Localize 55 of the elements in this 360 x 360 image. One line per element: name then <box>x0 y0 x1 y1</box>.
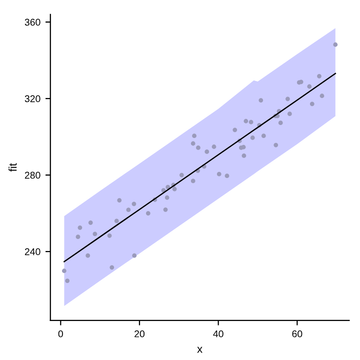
y-axis-title: fit <box>8 163 17 172</box>
point <box>224 174 230 178</box>
y-tick-label: 280 <box>24 172 40 179</box>
point <box>114 218 119 224</box>
point <box>192 134 196 138</box>
y-tick-label: 240 <box>24 248 40 256</box>
point <box>163 207 168 212</box>
point <box>248 120 254 124</box>
point <box>190 141 196 146</box>
point <box>78 225 82 230</box>
point <box>317 74 322 78</box>
point <box>261 134 266 138</box>
point <box>258 98 264 102</box>
point <box>132 253 137 258</box>
point <box>212 144 216 149</box>
point <box>132 202 136 206</box>
x-axis-title: x <box>197 346 202 353</box>
point <box>62 268 66 274</box>
point <box>310 102 314 106</box>
point <box>320 94 324 98</box>
line-series <box>64 72 336 262</box>
point <box>65 278 70 284</box>
y-tick-label: 360 <box>24 18 40 26</box>
point <box>287 112 292 116</box>
x-tick-label: 60 <box>292 330 302 338</box>
x-tick-label: 20 <box>134 330 145 338</box>
point <box>278 120 283 126</box>
point <box>146 211 150 216</box>
point <box>107 233 112 238</box>
point <box>86 253 90 258</box>
point <box>76 234 80 240</box>
point <box>179 172 184 178</box>
point <box>204 150 210 154</box>
point <box>92 232 98 236</box>
point <box>117 198 122 202</box>
point <box>172 186 177 192</box>
point <box>244 118 248 124</box>
point <box>242 154 246 158</box>
x-tick-label: 0 <box>58 330 63 338</box>
point <box>110 265 114 270</box>
y-tick-label: 320 <box>24 95 40 102</box>
point <box>286 96 290 102</box>
point <box>164 195 170 200</box>
point <box>216 172 222 176</box>
point <box>196 146 200 150</box>
point <box>190 178 196 184</box>
point <box>88 220 93 225</box>
point <box>232 128 238 132</box>
point <box>333 42 338 47</box>
point <box>126 208 131 212</box>
point <box>307 84 312 89</box>
point <box>166 184 170 190</box>
x-tick-label: 40 <box>213 330 224 338</box>
point <box>250 136 255 140</box>
point <box>274 142 278 148</box>
